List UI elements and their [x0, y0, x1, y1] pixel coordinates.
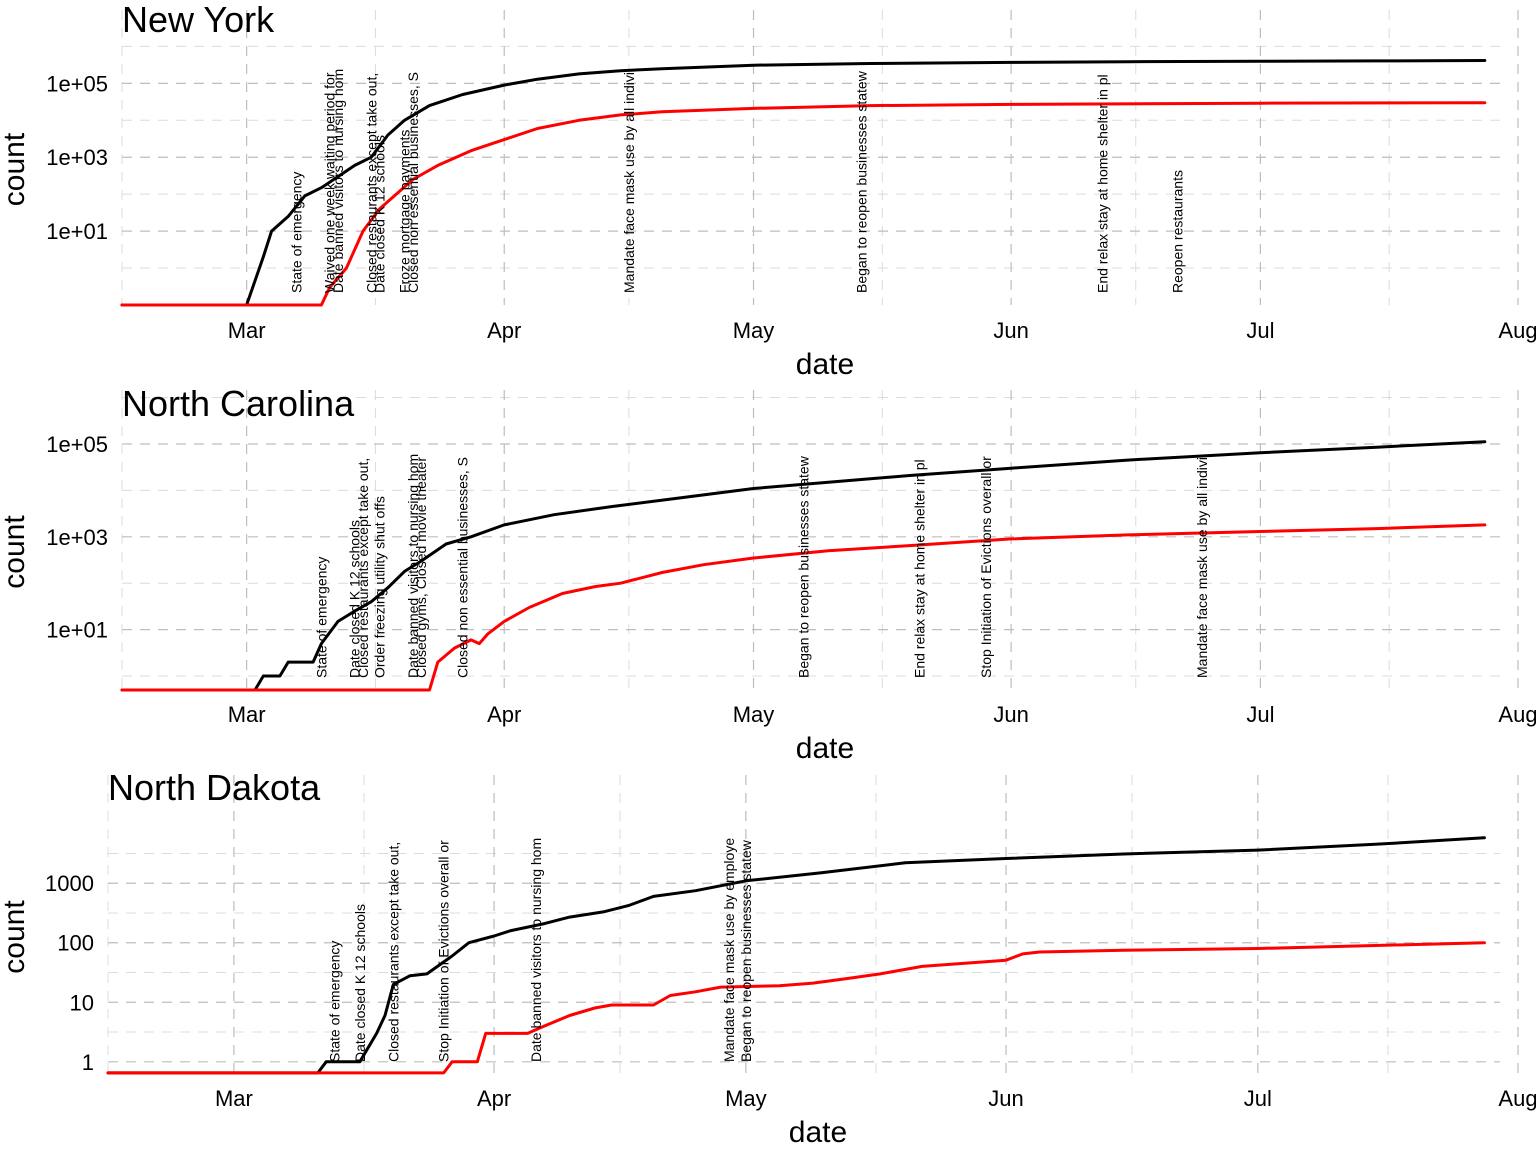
annotation-label: State of emergency	[327, 941, 343, 1062]
annotation-label: Closed restaurants except take out,	[385, 842, 401, 1062]
x-tick-label: Apr	[487, 318, 521, 343]
y-tick-label: 10	[70, 990, 94, 1015]
x-axis-title: date	[796, 732, 854, 765]
x-tick-label: Aug	[1498, 702, 1536, 727]
x-tick-label: May	[725, 1086, 767, 1111]
annotation-label: Stop Initiation of Evictions overall or	[978, 456, 994, 678]
panel-title: New York	[122, 0, 275, 40]
annotation-label: Order freezing utility shut offs	[372, 496, 388, 678]
annotation-label: Closed non essential businesses, S	[455, 457, 471, 678]
x-axis-title: date	[789, 1116, 847, 1149]
y-tick-label: 100	[57, 931, 94, 956]
annotation-label: State of emergency	[289, 172, 305, 293]
x-tick-label: Aug	[1498, 1086, 1536, 1111]
panel-title: North Carolina	[122, 383, 355, 424]
x-tick-label: Mar	[215, 1086, 253, 1111]
annotation-label: Closed restaurants except take out,	[363, 73, 379, 293]
series-line-2	[120, 523, 1487, 692]
x-tick-label: Jun	[988, 1086, 1023, 1111]
x-tick-label: Mar	[228, 702, 266, 727]
x-tick-label: Jul	[1246, 318, 1274, 343]
annotation-label: Date closed K 12 schools	[352, 904, 368, 1062]
y-tick-label: 1e+01	[46, 219, 108, 244]
annotation-label: Date banned visitors to nursing hom	[528, 838, 544, 1062]
annotation-label: Date banned visitors to nursing hom	[330, 69, 346, 293]
annotation-label: Mandate face mask use by all indivi	[1194, 457, 1210, 678]
annotations: State of emergency Waived one week waitin…	[289, 69, 1186, 293]
annotation-label: State of emergency	[313, 557, 329, 678]
annotation-label: End relax stay at home shelter in pl	[1095, 74, 1111, 293]
y-tick-label: 1	[82, 1050, 94, 1075]
x-tick-label: Apr	[477, 1086, 511, 1111]
x-tick-label: Aug	[1498, 318, 1536, 343]
annotation-label: Stop Initiation of Evictions overall or	[436, 840, 452, 1062]
annotation-label: Waived one week waiting period for	[322, 72, 338, 293]
y-axis-title: count	[0, 132, 31, 206]
annotation-label: End relax stay at home shelter in pl	[912, 459, 928, 678]
x-tick-label: Jul	[1246, 702, 1274, 727]
annotation-label: Closed restaurants except take out,	[355, 458, 371, 678]
annotation-label: Date closed K 12 schools	[347, 520, 363, 678]
annotation-label: Began to reopen businesses statew	[854, 70, 870, 293]
y-tick-label: 1e+03	[46, 145, 108, 170]
panel-title: North Dakota	[108, 767, 321, 808]
series-line-2	[120, 101, 1487, 307]
panel-3: Mar Apr May Jun Jul Aug 1 10 100 1000 State of eme…	[0, 767, 1536, 1149]
x-tick-label: Jun	[993, 318, 1028, 343]
panel-1: Mar Apr May Jun Jul Aug 1e+01 1e+03 1e+05 State o…	[0, 0, 1536, 381]
y-axis-title: count	[0, 900, 31, 974]
x-tick-label: Apr	[487, 702, 521, 727]
y-tick-label: 1000	[45, 871, 94, 896]
panel-2: Mar Apr May Jun Jul Aug 1e+01 1e+03 1e+05 State o…	[0, 383, 1536, 765]
series-line-1	[106, 836, 1486, 1075]
x-tick-label: Mar	[228, 318, 266, 343]
series-line-1	[120, 440, 1487, 692]
annotation-label: Closed gyms, Closed movie theater	[413, 457, 429, 678]
y-axis-title: count	[0, 515, 31, 589]
annotation-label: Froze mortgage payments	[397, 130, 413, 293]
series-line-2	[106, 941, 1486, 1075]
y-tick-label: 1e+01	[46, 618, 108, 643]
annotation-label: Date closed K 12 schools	[372, 135, 388, 293]
annotation-label: Reopen restaurants	[1169, 170, 1185, 293]
annotation-label: Closed non essential businesses, S	[405, 72, 421, 293]
x-tick-label: Jun	[993, 702, 1028, 727]
annotation-label: Mandate face mask use by employe	[721, 838, 737, 1062]
y-tick-label: 1e+03	[46, 525, 108, 550]
annotation-label: Began to reopen businesses statew	[795, 455, 811, 678]
y-tick-label: 1e+05	[46, 71, 108, 96]
annotation-label: Date banned visitors to nursing hom	[405, 454, 421, 678]
x-axis-title: date	[796, 348, 854, 381]
annotation-label: Began to reopen businesses statew	[738, 839, 754, 1062]
y-tick-label: 1e+05	[46, 432, 108, 457]
annotation-label: Mandate face mask use by all indivi	[621, 72, 637, 293]
annotations: State of emergency Date closed K 12 schoo…	[313, 454, 1210, 678]
annotations: State of emergency Date closed K 12 schoo…	[327, 838, 754, 1062]
x-tick-label: May	[733, 702, 775, 727]
x-tick-label: May	[733, 318, 775, 343]
x-tick-label: Jul	[1244, 1086, 1272, 1111]
series-line-1	[120, 59, 1487, 307]
